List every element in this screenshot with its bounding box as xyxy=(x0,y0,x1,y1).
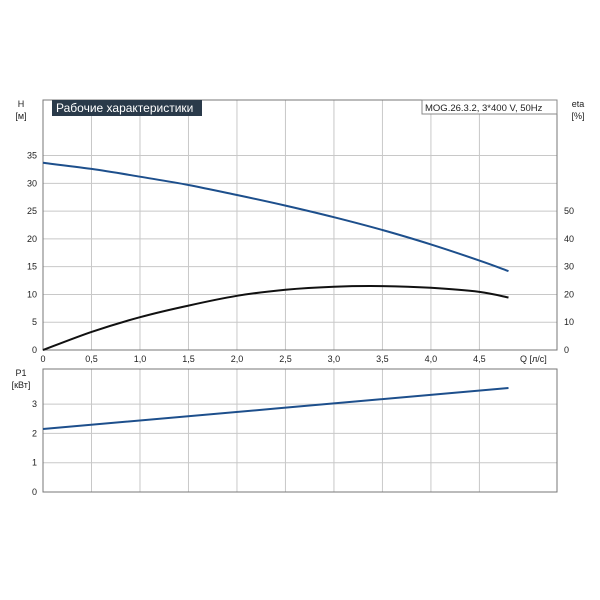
top-grid xyxy=(43,100,557,350)
y-right-tick-label: 30 xyxy=(564,262,574,272)
power-curve xyxy=(42,387,509,430)
head-curve xyxy=(42,161,509,273)
y-bottom-tick-labels: 0 1 2 3 xyxy=(32,399,37,497)
y-right-tick-label: 10 xyxy=(564,317,574,327)
y-right-tick-label: 20 xyxy=(564,289,574,299)
y-left-tick-label: 35 xyxy=(27,151,37,161)
y-bottom-tick-label: 1 xyxy=(32,458,37,468)
top-series xyxy=(42,161,509,351)
chart-title-box xyxy=(52,100,202,116)
y-left-label: H xyxy=(18,99,25,109)
model-label-box xyxy=(421,99,558,115)
y-right-tick-label: 50 xyxy=(564,206,574,216)
y-left-tick-label: 5 xyxy=(32,317,37,327)
x-axis-label: Q [л/с] xyxy=(520,354,547,364)
y-left-tick-label: 15 xyxy=(27,262,37,272)
y-right-tick-label: 40 xyxy=(564,234,574,244)
y-bottom-tick-label: 0 xyxy=(32,487,37,497)
bottom-plot-frame xyxy=(42,368,558,493)
y-right-tick-label: 0 xyxy=(564,345,569,355)
y-right-label: eta xyxy=(572,99,585,109)
y-right-tick-labels: 0 10 20 30 40 50 xyxy=(564,206,574,355)
x-tick-label: 4,0 xyxy=(425,354,438,364)
x-tick-labels: 0 0,5 1,0 1,5 2,0 2,5 3,0 3,5 4,0 4,5 xyxy=(40,354,485,364)
y-left-unit: [м] xyxy=(15,111,26,121)
y-bottom-tick-label: 3 xyxy=(32,399,37,409)
model-label: MOG.26.3.2, 3*400 V, 50Hz xyxy=(425,103,543,114)
y-right-unit: [%] xyxy=(571,111,584,121)
x-tick-label: 0,5 xyxy=(85,354,98,364)
y-left-tick-labels: 0 5 10 15 20 25 30 35 xyxy=(27,151,37,355)
y-bottom-tick-label: 2 xyxy=(32,428,37,438)
x-tick-label: 4,5 xyxy=(473,354,486,364)
bottom-series xyxy=(42,387,509,430)
x-tick-label: 1,0 xyxy=(134,354,147,364)
y-bottom-label: P1 xyxy=(15,368,26,378)
x-tick-label: 1,5 xyxy=(182,354,195,364)
bottom-grid xyxy=(43,369,557,492)
x-tick-label: 2,0 xyxy=(231,354,244,364)
x-tick-label: 2,5 xyxy=(279,354,292,364)
y-left-tick-label: 20 xyxy=(27,234,37,244)
top-plot-frame xyxy=(42,99,558,351)
x-tick-label: 3,0 xyxy=(328,354,341,364)
x-tick-label: 0 xyxy=(40,354,45,364)
chart-title: Рабочие характеристики xyxy=(56,101,193,115)
y-left-tick-label: 30 xyxy=(27,178,37,188)
y-left-tick-label: 25 xyxy=(27,206,37,216)
efficiency-curve xyxy=(42,285,509,351)
y-bottom-unit: [кВт] xyxy=(12,380,31,390)
y-left-tick-label: 0 xyxy=(32,345,37,355)
x-tick-label: 3,5 xyxy=(376,354,389,364)
y-left-tick-label: 10 xyxy=(27,289,37,299)
